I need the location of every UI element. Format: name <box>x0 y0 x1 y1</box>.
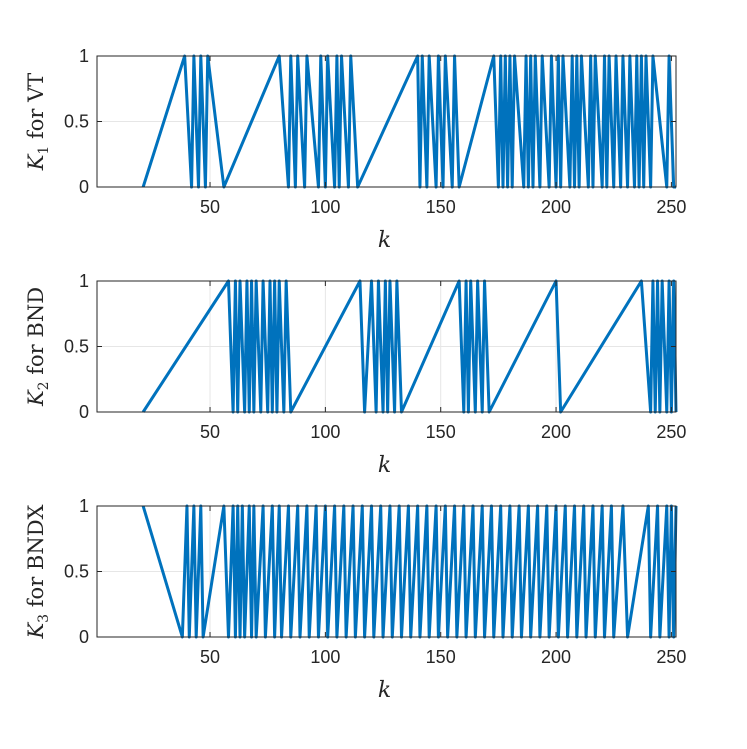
x-tick-label: 200 <box>541 422 571 442</box>
subplot-3: 50 100 150 200 250 0 0.5 1 k K3 for BNDX <box>24 496 686 703</box>
y-axis-label-sub: 3 <box>36 614 52 623</box>
y-axis-label: K2 for BND <box>24 287 52 407</box>
y-tick-label: 0 <box>79 177 89 197</box>
y-tick-label: 1 <box>79 496 89 516</box>
y-axis-label-var: K <box>24 622 48 640</box>
y-axis-label-sub: 1 <box>36 146 52 155</box>
x-tick-label: 200 <box>541 197 571 217</box>
x-tick-label: 100 <box>310 197 340 217</box>
x-axis-label: k <box>378 678 391 703</box>
y-axis-label-text: for BND <box>24 287 48 381</box>
y-axis-label-var: K <box>24 153 48 171</box>
x-tick-label: 250 <box>656 647 686 667</box>
y-axis-label: K1 for VT <box>24 73 52 172</box>
y-axis-label-text: for BNDX <box>24 504 48 613</box>
x-tick-label: 50 <box>200 647 220 667</box>
y-tick-label: 0.5 <box>64 562 89 582</box>
x-tick-label: 150 <box>426 647 456 667</box>
y-tick-label: 0 <box>79 402 89 422</box>
x-tick-label: 50 <box>200 422 220 442</box>
x-axis-label: k <box>378 453 391 478</box>
y-tick-label: 0.5 <box>64 337 89 357</box>
x-axis-label: k <box>378 228 391 253</box>
subplot-2: 50 100 150 200 250 0 0.5 1 k K2 for BND <box>24 271 686 478</box>
y-axis-label-var: K <box>24 389 48 407</box>
y-tick-label: 1 <box>79 46 89 66</box>
y-axis-label-text: for VT <box>24 73 48 146</box>
x-tick-label: 250 <box>656 197 686 217</box>
series-line <box>141 54 676 189</box>
x-tick-label: 200 <box>541 647 571 667</box>
x-tick-label: 50 <box>200 197 220 217</box>
y-tick-label: 0.5 <box>64 112 89 132</box>
x-tick-label: 100 <box>310 422 340 442</box>
y-axis-label-sub: 2 <box>36 381 52 390</box>
y-tick-label: 1 <box>79 271 89 291</box>
y-axis-label: K3 for BNDX <box>24 504 52 639</box>
x-tick-label: 150 <box>426 197 456 217</box>
x-tick-label: 100 <box>310 647 340 667</box>
x-tick-label: 150 <box>426 422 456 442</box>
x-tick-label: 250 <box>656 422 686 442</box>
y-tick-label: 0 <box>79 627 89 647</box>
